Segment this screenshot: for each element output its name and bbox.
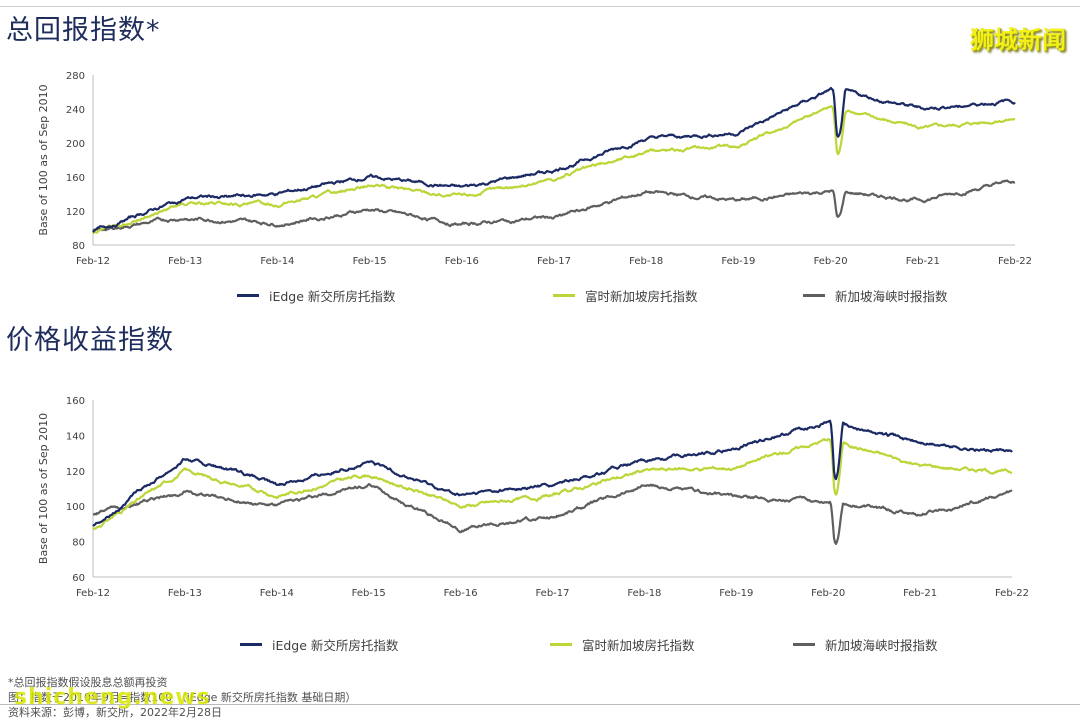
y-tick-label: 60 (72, 573, 85, 584)
x-tick-label: Feb-12 (76, 588, 110, 599)
x-tick-label: Feb-17 (535, 588, 569, 599)
chart1-legend-ftse: 富时新加坡房托指数 (553, 286, 698, 305)
chart2-title: 价格收益指数 (6, 325, 174, 356)
watermark-logo: 狮城新闻 (970, 26, 1066, 54)
y-tick-label: 100 (66, 502, 85, 513)
x-tick-label: Feb-15 (352, 588, 386, 599)
y-tick-label: 200 (66, 139, 85, 150)
price-return-chart: 60 80 100 120 140 160 Feb-12 Feb-13 Feb-14 Feb-15… (37, 396, 1029, 599)
series-line (92, 419, 1013, 527)
series-line (92, 483, 1013, 546)
footnote-dividends: *总回报指数假设股息总额再投资 (8, 676, 168, 689)
x-tick-label: Feb-12 (76, 256, 110, 267)
y-tick-label: 120 (66, 467, 85, 478)
y-tick-label: 160 (66, 173, 85, 184)
y-axis-label: Base of 100 as of Sep 2010 (37, 84, 50, 235)
legend-swatch-icon (240, 643, 262, 646)
top-divider (0, 6, 1080, 7)
chart1-title: 总回报指数* (6, 15, 161, 46)
y-axis-label: Base of 100 as of Sep 2010 (37, 413, 50, 564)
legend-swatch-icon (553, 294, 575, 297)
legend-swatch-icon (237, 294, 259, 297)
x-tick-label: Feb-14 (260, 256, 294, 267)
series-line (92, 86, 1016, 233)
total-return-chart: 80 120 160 200 240 280 Feb-12 Feb-13 Feb-14 Feb-1… (37, 71, 1032, 267)
x-tick-label: Feb-18 (629, 256, 663, 267)
x-tick-label: Feb-19 (719, 588, 753, 599)
x-tick-label: Feb-13 (168, 588, 202, 599)
x-tick-label: Feb-15 (353, 256, 387, 267)
footer-watermark: shicheng.news (14, 685, 211, 710)
x-tick-label: Feb-21 (906, 256, 940, 267)
x-tick-label: Feb-13 (168, 256, 202, 267)
x-tick-label: Feb-22 (995, 588, 1029, 599)
x-tick-label: Feb-20 (814, 256, 848, 267)
y-tick-label: 80 (72, 241, 85, 252)
legend-swatch-icon (803, 294, 825, 297)
footer-divider (0, 704, 1080, 705)
series-line (92, 179, 1016, 232)
x-tick-label: Feb-20 (811, 588, 845, 599)
series-line (92, 105, 1016, 235)
legend-swatch-icon (793, 643, 815, 646)
x-tick-label: Feb-14 (260, 588, 294, 599)
footnote-base-date: 图：指数于2010年9月=指数100 （iEdge 新交所房托指数 基础日期） (8, 691, 357, 704)
series-line (92, 437, 1013, 531)
x-tick-label: Feb-16 (444, 588, 478, 599)
x-tick-label: Feb-21 (903, 588, 937, 599)
y-tick-label: 280 (66, 71, 85, 82)
footnote-source: 资料来源：彭博，新交所，2022年2月28日 (8, 706, 222, 719)
chart2-legend-sti: 新加坡海峡时报指数 (793, 635, 938, 654)
y-tick-label: 120 (66, 207, 85, 218)
chart2-legend-ftse: 富时新加坡房托指数 (550, 635, 695, 654)
x-tick-label: Feb-19 (721, 256, 755, 267)
x-tick-label: Feb-17 (537, 256, 571, 267)
y-tick-label: 160 (66, 396, 85, 407)
y-tick-label: 140 (66, 431, 85, 442)
chart1-legend-sti: 新加坡海峡时报指数 (803, 286, 948, 305)
y-tick-label: 80 (72, 538, 85, 549)
y-tick-label: 240 (66, 105, 85, 116)
x-tick-label: Feb-22 (998, 256, 1032, 267)
x-tick-label: Feb-18 (627, 588, 661, 599)
x-tick-label: Feb-16 (445, 256, 479, 267)
chart2-legend-iedge: iEdge 新交所房托指数 (240, 635, 398, 654)
chart1-legend-iedge: iEdge 新交所房托指数 (237, 286, 395, 305)
legend-swatch-icon (550, 643, 572, 646)
